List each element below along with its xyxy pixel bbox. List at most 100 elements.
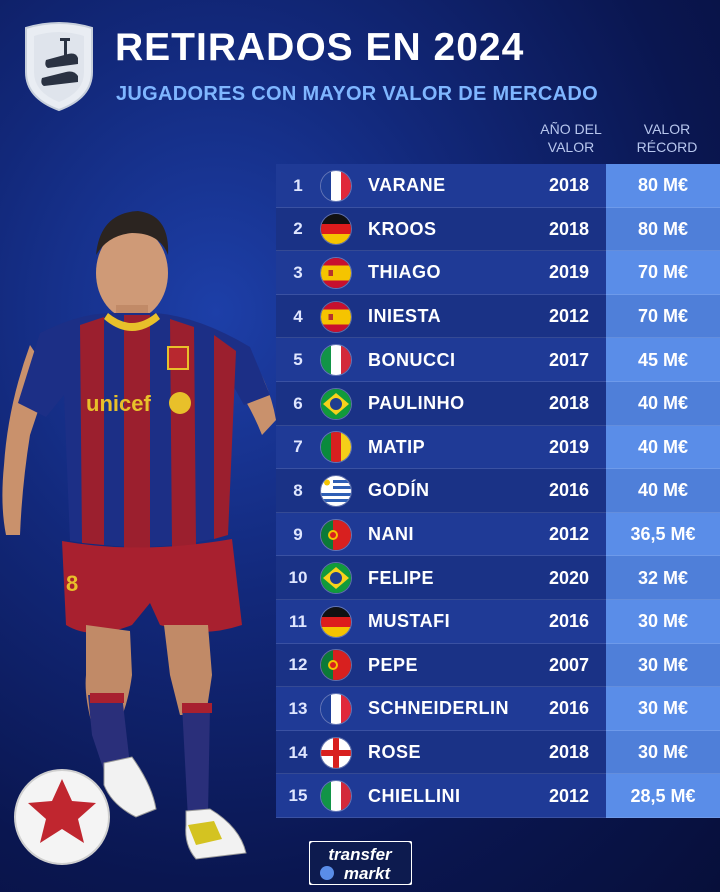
player-name: NANI [368, 524, 414, 545]
rank-number: 9 [293, 524, 303, 544]
rank-number: 10 [288, 568, 308, 588]
table-row: 2 KROOS 2018 80 M€ [276, 207, 720, 252]
table-row: 3 THIAGO 2019 70 M€ [276, 251, 720, 295]
column-header-year-line2: VALOR [547, 139, 595, 155]
spain-flag-icon [320, 300, 352, 333]
value-year: 2012 [548, 785, 590, 806]
rank-number: 1 [293, 175, 303, 195]
table-row: 1 VARANE 2018 80 M€ [276, 164, 720, 208]
player-name: INIESTA [368, 306, 442, 327]
player-name: BONUCCI [368, 349, 456, 370]
column-header-value: VALOR RÉCORD [630, 120, 704, 156]
rank-number: 5 [293, 350, 303, 370]
record-value: 80 M€ [606, 164, 720, 208]
value-year: 2018 [548, 393, 590, 414]
player-name: KROOS [368, 218, 437, 239]
player-name: FELIPE [368, 567, 435, 588]
player-name: ROSE [368, 742, 422, 763]
rank-number: 4 [293, 306, 303, 326]
player-name: GODÍN [368, 480, 430, 501]
row-divider [276, 250, 720, 252]
table-row: 14 ROSE 2018 30 M€ [276, 730, 720, 775]
row-divider [276, 511, 720, 513]
row-divider [276, 816, 720, 818]
rank-number: 12 [288, 655, 308, 675]
row-divider [276, 424, 720, 426]
value-year: 2007 [548, 654, 590, 675]
table-row: 4 INIESTA 2012 70 M€ [276, 294, 720, 339]
spain-flag-icon [320, 256, 352, 289]
row-divider [276, 380, 720, 382]
row-divider [276, 293, 720, 295]
value-year: 2016 [548, 698, 590, 719]
rank-number: 3 [293, 262, 303, 282]
row-divider [276, 686, 720, 688]
table-row: 11 MUSTAFI 2016 30 M€ [276, 599, 720, 644]
rank-number: 14 [288, 742, 308, 762]
column-header-value-line1: VALOR [643, 121, 691, 137]
brazil-flag-icon [320, 387, 352, 420]
record-value: 70 M€ [606, 251, 720, 295]
page-title: RETIRADOS EN 2024 [115, 26, 525, 69]
record-value: 30 M€ [606, 730, 720, 775]
transfermarkt-logo: transfer markt [309, 841, 412, 885]
record-value: 30 M€ [606, 643, 720, 688]
table-row: 9 NANI 2012 36,5 M€ [276, 512, 720, 557]
row-divider [276, 773, 720, 775]
player-name: THIAGO [368, 262, 441, 283]
table-row: 15 CHIELLINI 2012 28,5 M€ [276, 774, 720, 818]
row-divider [276, 598, 720, 600]
table-row: 12 PEPE 2007 30 M€ [276, 643, 720, 688]
table-row: 10 FELIPE 2020 32 M€ [276, 556, 720, 600]
player-name: MATIP [368, 436, 426, 457]
table-row: 7 MATIP 2019 40 M€ [276, 425, 720, 470]
value-year: 2020 [548, 567, 590, 588]
boots-shield-logo [25, 22, 93, 112]
germany-flag-icon [320, 605, 352, 638]
portugal-flag-icon [320, 518, 352, 551]
value-year: 2019 [548, 436, 590, 457]
rank-number: 2 [293, 219, 303, 239]
ranking-table: 1 VARANE 2018 80 M€ 2 KROOS 2018 80 M€ 3 THIAGO 20… [276, 164, 720, 818]
brand-line1: transfer [328, 845, 393, 864]
rank-number: 8 [293, 480, 303, 500]
row-divider [276, 729, 720, 731]
table-row: 8 GODÍN 2016 40 M€ [276, 469, 720, 513]
rank-number: 7 [293, 437, 303, 457]
player-illustration: unicef 8 [2, 211, 276, 865]
value-year: 2019 [548, 262, 590, 283]
portugal-flag-icon [320, 649, 352, 682]
value-year: 2018 [548, 218, 590, 239]
player-name: MUSTAFI [368, 611, 451, 632]
value-year: 2018 [548, 175, 590, 196]
record-value: 40 M€ [606, 381, 720, 426]
record-value: 80 M€ [606, 207, 720, 252]
uruguay-flag-icon [320, 474, 352, 507]
player-name: SCHNEIDERLIN [368, 698, 510, 719]
shirt-sponsor-text: unicef [86, 391, 151, 416]
player-name: CHIELLINI [368, 785, 461, 806]
record-value: 70 M€ [606, 294, 720, 339]
france-flag-icon [320, 169, 352, 202]
record-value: 45 M€ [606, 338, 720, 382]
player-name: PEPE [368, 654, 419, 675]
record-value: 40 M€ [606, 425, 720, 470]
player-name: PAULINHO [368, 393, 465, 414]
row-divider [276, 642, 720, 644]
cameroon-flag-icon [320, 431, 352, 464]
player-name: VARANE [368, 175, 446, 196]
shorts-number: 8 [66, 571, 78, 596]
value-year: 2012 [548, 306, 590, 327]
italy-flag-icon [320, 780, 352, 813]
rank-number: 15 [288, 786, 308, 806]
column-header-value-line2: RÉCORD [636, 139, 698, 155]
table-row: 6 PAULINHO 2018 40 M€ [276, 381, 720, 426]
table-row: 5 BONUCCI 2017 45 M€ [276, 338, 720, 382]
brand-line2: markt [344, 864, 392, 883]
table-row: 13 SCHNEIDERLIN 2016 30 M€ [276, 687, 720, 731]
record-value: 30 M€ [606, 687, 720, 731]
record-value: 32 M€ [606, 556, 720, 600]
brazil-flag-icon [320, 562, 352, 595]
value-year: 2017 [548, 349, 590, 370]
row-divider [276, 337, 720, 339]
